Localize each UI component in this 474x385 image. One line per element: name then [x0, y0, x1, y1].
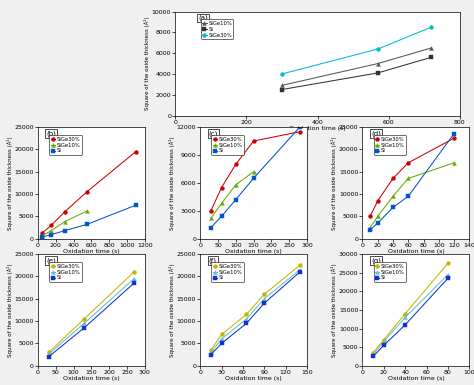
Text: (g): (g) [371, 258, 381, 264]
X-axis label: Oxidation time (s): Oxidation time (s) [225, 376, 282, 381]
Y-axis label: Square of the oxide thickness (Å²): Square of the oxide thickness (Å²) [331, 136, 337, 230]
Legend: SiGe30%, SiGe10%, Si: SiGe30%, SiGe10%, Si [211, 135, 244, 155]
Text: (e): (e) [46, 258, 56, 264]
X-axis label: Oxidation time (s): Oxidation time (s) [225, 249, 282, 254]
X-axis label: Oxidation time (s): Oxidation time (s) [63, 249, 119, 254]
X-axis label: Oxidation time (s): Oxidation time (s) [289, 126, 346, 131]
Y-axis label: Square of the oxide thickness (Å²): Square of the oxide thickness (Å²) [169, 136, 175, 230]
Text: (a): (a) [198, 15, 208, 21]
Legend: SiGe30%, SiGe10%, Si: SiGe30%, SiGe10%, Si [374, 262, 406, 282]
Y-axis label: Square of the oxide thickness (Å²): Square of the oxide thickness (Å²) [331, 263, 337, 357]
Legend: SiGe30%, SiGe10%, Si: SiGe30%, SiGe10%, Si [49, 135, 82, 155]
Y-axis label: Square of the oxide thickness (Å²): Square of the oxide thickness (Å²) [169, 263, 175, 357]
X-axis label: Oxidation time (s): Oxidation time (s) [388, 249, 444, 254]
Legend: SiGe30%, SiGe10%, Si: SiGe30%, SiGe10%, Si [211, 262, 244, 282]
Text: (b): (b) [46, 131, 56, 137]
Y-axis label: Square of the oxide thickness (Å²): Square of the oxide thickness (Å²) [145, 17, 150, 110]
Legend: SiGe30%, SiGe10%, Si: SiGe30%, SiGe10%, Si [374, 135, 406, 155]
Legend: SiGe30%, SiGe10%, Si: SiGe30%, SiGe10%, Si [49, 262, 82, 282]
Legend: SiGe10%, Si, SiGe30%: SiGe10%, Si, SiGe30% [201, 19, 234, 39]
Text: (f): (f) [209, 258, 217, 264]
Y-axis label: Square of the oxide thickness (Å²): Square of the oxide thickness (Å²) [7, 136, 13, 230]
Y-axis label: Square of the oxide thickness (Å²): Square of the oxide thickness (Å²) [7, 263, 13, 357]
Text: (c): (c) [209, 131, 218, 137]
Text: (d): (d) [371, 131, 381, 137]
X-axis label: Oxidation time (s): Oxidation time (s) [63, 376, 119, 381]
X-axis label: Oxidation time (s): Oxidation time (s) [388, 376, 444, 381]
